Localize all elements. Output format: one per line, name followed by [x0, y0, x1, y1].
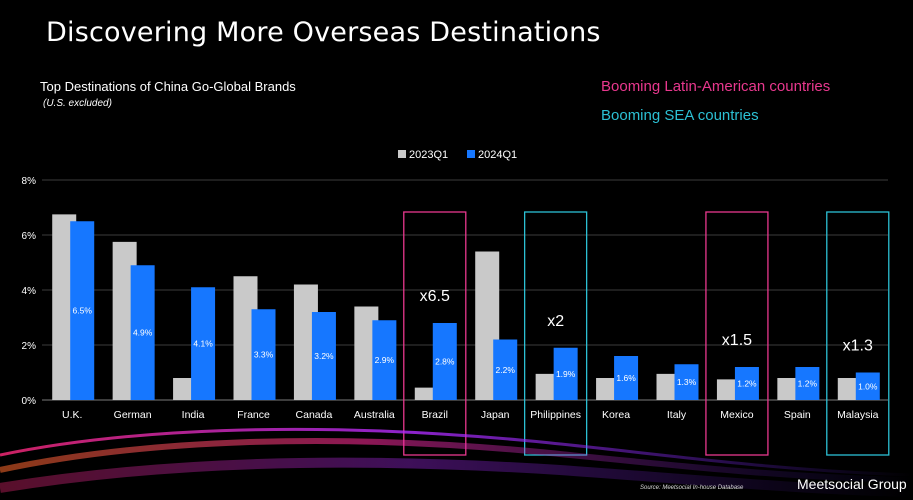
growth-multiplier: x1.3	[843, 338, 873, 355]
data-label-2024: 3.2%	[314, 351, 334, 361]
brand-logo: Meetsocial Group	[797, 476, 907, 492]
data-label-2024: 4.1%	[193, 339, 213, 349]
data-label-2024: 1.6%	[616, 373, 636, 383]
chart-subnote: (U.S. excluded)	[43, 98, 112, 109]
x-tick-label: India	[182, 409, 205, 421]
bar-2024-japan	[493, 339, 518, 400]
x-tick-label: Korea	[602, 409, 630, 421]
x-tick-label: Philippines	[530, 409, 581, 421]
data-label-2024: 1.9%	[556, 369, 576, 379]
chart-subtitle: Top Destinations of China Go-Global Bran…	[40, 79, 296, 94]
x-tick-label: Brazil	[422, 409, 448, 421]
bar-2024-australia	[372, 320, 397, 400]
y-tick-label: 8%	[22, 176, 37, 187]
x-tick-label: Australia	[354, 409, 395, 421]
x-tick-label: Malaysia	[837, 409, 879, 421]
x-tick-label: France	[237, 409, 270, 421]
data-label-2024: 2.2%	[496, 365, 516, 375]
data-label-2024: 1.2%	[798, 379, 818, 389]
bar-2024-france	[251, 309, 276, 400]
x-tick-label: U.K.	[62, 409, 82, 421]
legend-swatch-2024	[467, 150, 475, 158]
data-label-2024: 3.3%	[254, 350, 274, 360]
y-tick-label: 0%	[22, 396, 37, 407]
growth-multiplier: x1.5	[722, 332, 752, 349]
x-tick-label: German	[114, 409, 152, 421]
legend-label-2023: 2023Q1	[409, 149, 448, 161]
data-label-2024: 6.5%	[73, 306, 93, 316]
y-tick-label: 2%	[22, 341, 37, 352]
legend-label-2024: 2024Q1	[478, 149, 517, 161]
bar-2024-canada	[311, 312, 336, 400]
data-label-2024: 4.9%	[133, 328, 153, 338]
bar-2024-mexico	[734, 367, 759, 400]
data-label-2024: 1.3%	[677, 377, 697, 387]
source-note: Source: Meetsocial In-house Database	[640, 485, 744, 491]
bar-2024-spain	[795, 367, 820, 400]
bar-2024-german	[130, 265, 155, 400]
bar-2024-uk	[70, 221, 95, 400]
growth-multiplier: x2	[547, 313, 564, 330]
bar-2024-philippines	[553, 347, 578, 400]
latam-note: Booming Latin-American countries	[601, 78, 831, 95]
bar-2024-italy	[674, 364, 699, 400]
x-tick-label: Japan	[481, 409, 510, 421]
data-label-2024: 1.2%	[737, 379, 757, 389]
bar-2024-brazil	[432, 323, 457, 400]
data-label-2024: 2.9%	[375, 355, 395, 365]
y-tick-label: 6%	[22, 231, 37, 242]
x-tick-label: Italy	[667, 409, 687, 421]
slide-title: Discovering More Overseas Destinations	[46, 17, 601, 48]
sea-note: Booming SEA countries	[601, 107, 759, 124]
x-tick-label: Spain	[784, 409, 811, 421]
growth-multiplier: x6.5	[420, 288, 450, 305]
x-tick-label: Mexico	[720, 409, 753, 421]
legend-swatch-2023	[398, 150, 406, 158]
bar-2024-malaysia	[855, 372, 880, 400]
x-tick-label: Canada	[296, 409, 333, 421]
bar-2024-india	[191, 287, 216, 400]
data-label-2024: 2.8%	[435, 357, 455, 367]
y-tick-label: 4%	[22, 286, 37, 297]
bar-2024-korea	[614, 356, 639, 400]
data-label-2024: 1.0%	[858, 381, 878, 391]
